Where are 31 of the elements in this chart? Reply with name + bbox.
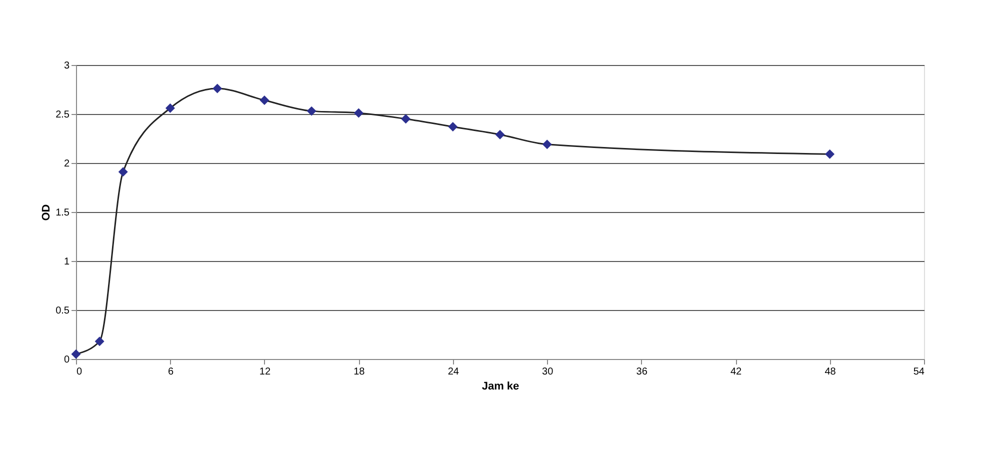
x-tick-label: 6 xyxy=(168,366,174,378)
y-tick-label: 0.5 xyxy=(56,306,70,316)
x-axis-title: Jam ke xyxy=(482,380,520,392)
x-tick-label: 18 xyxy=(354,366,366,378)
point xyxy=(542,140,552,150)
point xyxy=(448,122,458,132)
point xyxy=(118,167,128,177)
x-tick-label: 48 xyxy=(824,366,836,378)
point xyxy=(495,130,505,140)
x-tick-label: 36 xyxy=(636,366,648,378)
x-tick-label: 54 xyxy=(913,366,925,378)
y-tick-label: 3 xyxy=(64,60,70,72)
y-tick-label: 2 xyxy=(64,158,70,170)
x-tick-label: 24 xyxy=(448,366,460,378)
point xyxy=(212,84,222,94)
point xyxy=(401,114,411,124)
y-tick-label: 0 xyxy=(64,354,70,366)
y-tick-label: 1 xyxy=(64,256,70,268)
point xyxy=(825,149,835,159)
y-tick-label: 2.5 xyxy=(56,110,70,120)
point xyxy=(260,96,270,106)
point xyxy=(306,106,316,116)
x-tick-label: 30 xyxy=(542,366,554,378)
point xyxy=(94,336,104,346)
y-tick-label: 1.5 xyxy=(56,208,70,218)
x-tick-label: 0 xyxy=(76,366,82,378)
x-tick-label: 42 xyxy=(730,366,742,378)
point xyxy=(354,108,364,118)
point xyxy=(165,103,175,113)
y-axis-title: OD xyxy=(40,204,53,221)
x-tick-label: 12 xyxy=(259,366,271,378)
